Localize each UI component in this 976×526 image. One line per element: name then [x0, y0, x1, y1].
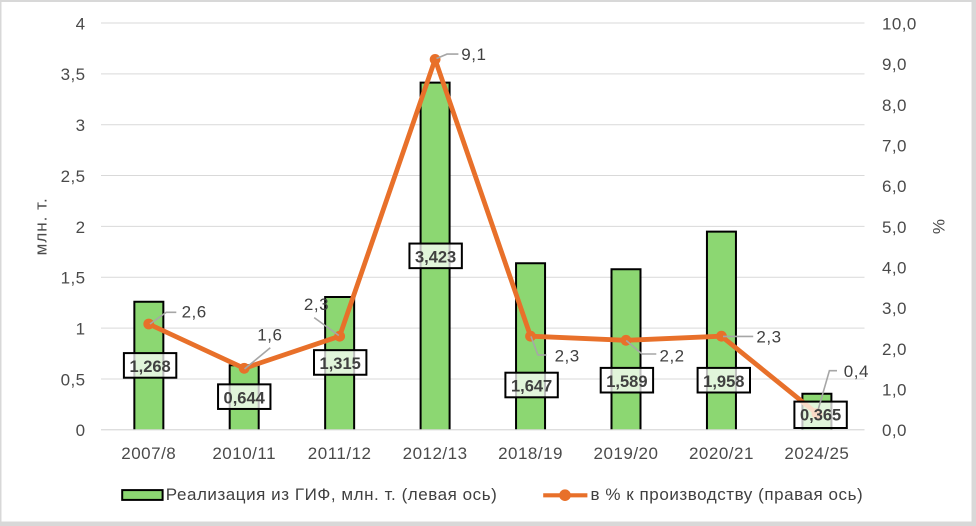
svg-text:2018/19: 2018/19	[498, 444, 563, 463]
svg-text:2010/11: 2010/11	[212, 444, 276, 463]
svg-text:2,3: 2,3	[756, 328, 781, 347]
svg-text:1: 1	[76, 320, 86, 339]
svg-text:0,644: 0,644	[224, 389, 266, 407]
svg-text:0,5: 0,5	[61, 370, 86, 389]
svg-text:0,4: 0,4	[844, 362, 869, 381]
svg-text:3: 3	[76, 116, 86, 135]
svg-text:5,0: 5,0	[882, 218, 907, 237]
svg-text:1,647: 1,647	[511, 378, 552, 396]
svg-text:2011/12: 2011/12	[308, 444, 372, 463]
svg-text:8,0: 8,0	[882, 96, 907, 115]
svg-text:10,0: 10,0	[882, 14, 917, 33]
svg-text:7,0: 7,0	[882, 136, 907, 155]
svg-text:2019/20: 2019/20	[594, 444, 659, 463]
svg-text:2,3: 2,3	[555, 347, 580, 366]
svg-text:0,0: 0,0	[882, 421, 907, 440]
svg-text:4: 4	[76, 14, 86, 33]
svg-text:2020/21: 2020/21	[689, 444, 754, 463]
svg-text:9,0: 9,0	[882, 55, 907, 74]
svg-text:1,958: 1,958	[703, 373, 744, 391]
svg-text:%: %	[930, 219, 949, 234]
svg-text:2,5: 2,5	[61, 167, 86, 186]
svg-text:1,6: 1,6	[257, 325, 282, 344]
svg-text:1,589: 1,589	[606, 373, 647, 391]
svg-text:Реализация из ГИФ, млн. т. (ле: Реализация из ГИФ, млн. т. (левая ось)	[166, 485, 498, 504]
svg-text:2012/13: 2012/13	[403, 444, 468, 463]
svg-text:млн. т.: млн. т.	[31, 197, 50, 255]
svg-text:6,0: 6,0	[882, 177, 907, 196]
svg-text:1,0: 1,0	[882, 381, 907, 400]
svg-text:0: 0	[76, 421, 86, 440]
svg-text:1,268: 1,268	[129, 358, 170, 376]
svg-text:2,0: 2,0	[882, 340, 907, 359]
svg-text:2,6: 2,6	[182, 303, 207, 322]
svg-text:3,423: 3,423	[415, 249, 456, 267]
svg-text:2,3: 2,3	[304, 295, 329, 314]
svg-text:1,5: 1,5	[61, 269, 86, 288]
svg-text:4,0: 4,0	[882, 259, 907, 278]
svg-text:0,365: 0,365	[800, 407, 841, 425]
svg-text:в % к производству (правая ось: в % к производству (правая ось)	[591, 485, 864, 504]
svg-text:2,2: 2,2	[660, 347, 685, 366]
svg-text:1,315: 1,315	[320, 355, 361, 373]
svg-text:2024/25: 2024/25	[784, 444, 849, 463]
svg-text:2: 2	[76, 218, 86, 237]
svg-text:3,5: 3,5	[61, 65, 86, 84]
svg-text:3,0: 3,0	[882, 299, 907, 318]
svg-text:9,1: 9,1	[461, 45, 486, 64]
svg-text:2007/8: 2007/8	[121, 444, 176, 463]
